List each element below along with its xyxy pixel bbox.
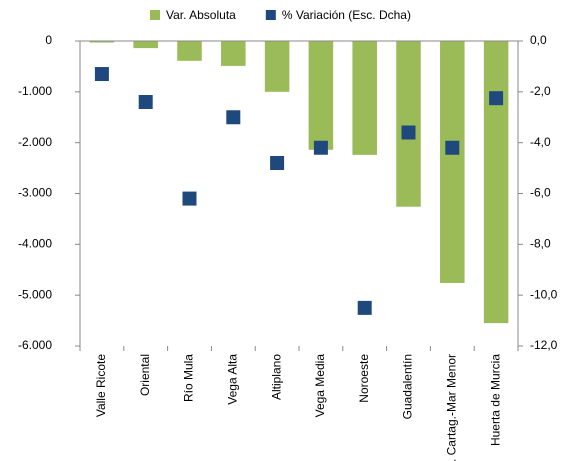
bar bbox=[396, 41, 421, 207]
bar bbox=[177, 41, 202, 61]
x-tick-label: Valle Ricote bbox=[94, 354, 108, 417]
y2-tick-label: -10,0 bbox=[530, 287, 558, 301]
y-tick-label: -4.000 bbox=[18, 237, 52, 251]
x-tick-label: Huerta de Murcia bbox=[488, 354, 502, 446]
y2-tick-label: -6,0 bbox=[530, 186, 551, 200]
marker bbox=[313, 140, 328, 155]
bar bbox=[221, 41, 246, 66]
x-tick-label: Oriental bbox=[138, 354, 152, 396]
y2-tick-label: -8,0 bbox=[530, 237, 551, 251]
y-tick-label: -2.000 bbox=[18, 135, 52, 149]
y-tick-label: -6.000 bbox=[18, 338, 52, 352]
legend-label: % Variación (Esc. Dcha) bbox=[282, 8, 411, 22]
y-tick-label: -5.000 bbox=[18, 287, 52, 301]
x-tick-label: Vega Media bbox=[313, 354, 327, 418]
legend-label: Var. Absoluta bbox=[166, 8, 236, 22]
bar bbox=[440, 41, 465, 283]
y2-tick-label: -4,0 bbox=[530, 135, 551, 149]
x-tick-label: Vega Alta bbox=[225, 354, 239, 405]
marker bbox=[357, 300, 372, 315]
bar bbox=[133, 41, 158, 49]
bar bbox=[89, 41, 115, 43]
marker bbox=[94, 67, 109, 82]
marker bbox=[226, 110, 241, 125]
y2-tick-label: -12,0 bbox=[530, 338, 558, 352]
bar bbox=[264, 41, 290, 92]
y2-tick-label: -2,0 bbox=[530, 84, 551, 98]
legend-swatch bbox=[150, 10, 160, 20]
bar bbox=[352, 41, 377, 155]
x-tick-label: Río Mula bbox=[182, 354, 196, 402]
marker bbox=[401, 125, 416, 140]
x-tick-label: C. Cartag.-Mar Menor bbox=[444, 354, 458, 461]
y-tick-label: -3.000 bbox=[18, 186, 52, 200]
x-tick-label: Altiplano bbox=[269, 354, 283, 400]
bar bbox=[308, 41, 334, 150]
x-tick-label: Guadalentín bbox=[401, 354, 415, 419]
legend-swatch bbox=[265, 10, 276, 20]
y2-tick-label: 0,0 bbox=[530, 33, 547, 47]
marker bbox=[489, 91, 504, 106]
marker bbox=[138, 95, 153, 109]
marker bbox=[270, 156, 285, 170]
marker bbox=[445, 140, 460, 155]
marker bbox=[182, 191, 197, 206]
y-tick-label: 0 bbox=[45, 33, 52, 47]
y-tick-label: -1.000 bbox=[18, 84, 52, 98]
bar bbox=[483, 41, 509, 324]
x-tick-label: Noroeste bbox=[357, 354, 371, 403]
